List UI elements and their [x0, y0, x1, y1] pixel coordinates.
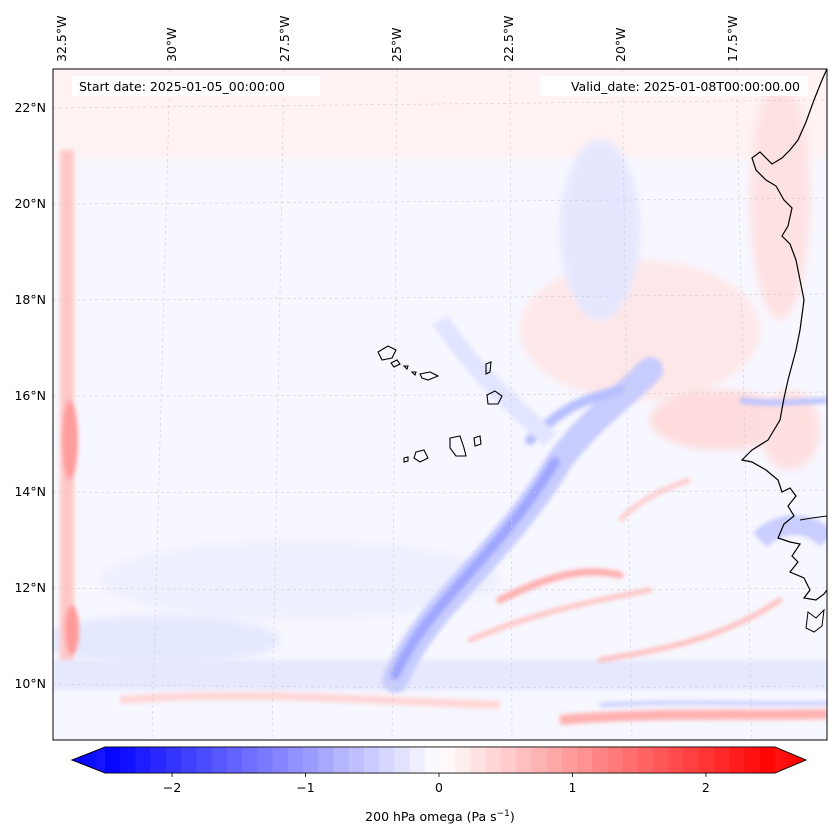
start-date-box — [72, 76, 320, 96]
lon-label: 25°W — [389, 27, 404, 62]
colorbar-band — [577, 747, 593, 773]
lon-label: 30°W — [164, 27, 179, 62]
lat-label: 20°N — [14, 196, 46, 211]
colorbar-band — [165, 747, 182, 773]
lon-label: 22.5°W — [501, 16, 516, 62]
colorbar-band — [607, 747, 624, 773]
colorbar-band — [683, 747, 700, 773]
colorbar-band — [409, 747, 426, 773]
lat-label: 18°N — [14, 292, 46, 307]
colorbar-band — [531, 747, 548, 773]
colorbar-band — [729, 747, 746, 773]
colorbar-band — [135, 747, 152, 773]
island-brava — [403, 456, 409, 463]
latitude-labels: 22°N 20°N 18°N 16°N 14°N 12°N 10°N — [14, 100, 46, 691]
colorbar-band — [561, 747, 578, 773]
colorbar-title: 200 hPa omega (Pa s−1) — [365, 809, 515, 824]
island-santa-luzia — [402, 365, 409, 371]
colorbar-band — [698, 747, 715, 773]
colorbar-band — [455, 747, 471, 773]
colorbar-band — [714, 747, 730, 773]
colorbar-bands — [105, 747, 776, 773]
island-boa-vista — [486, 390, 503, 405]
colorbar-tick-label: 2 — [702, 780, 710, 795]
colorbar-band — [242, 747, 258, 773]
colorbar-band — [759, 747, 776, 773]
island-santiago — [449, 435, 467, 457]
colorbar-band — [257, 747, 273, 773]
colorbar-band — [302, 747, 319, 773]
graticule — [53, 69, 827, 740]
start-date-text: Start date: 2025-01-05_00:00:00 — [79, 79, 285, 94]
valid-date-text: Valid_date: 2025-01-08T00:00:00.00 — [571, 79, 800, 94]
colorbar-band — [637, 747, 654, 773]
map-frame — [52, 68, 828, 741]
cape-verde-islands — [377, 345, 503, 463]
colorbar-tick-label: −1 — [296, 780, 314, 795]
lat-label: 12°N — [14, 580, 46, 595]
gambia-river — [799, 515, 828, 521]
valid-date-box — [540, 76, 808, 96]
island-sao-nicolau — [419, 371, 440, 381]
colorbar-band — [226, 747, 243, 773]
colorbar-band — [181, 747, 197, 773]
colorbar-band — [592, 747, 608, 773]
colorbar-band — [516, 747, 532, 773]
lon-label: 20°W — [613, 27, 628, 62]
lon-label: 27.5°W — [277, 16, 292, 62]
colorbar-band — [485, 747, 502, 773]
colorbar-band — [668, 747, 685, 773]
map-panel: Start date: 2025-01-05_00:00:00 Valid_da… — [52, 68, 828, 741]
colorbar-band — [211, 747, 228, 773]
colorbar-band — [363, 747, 380, 773]
colorbar-band — [287, 747, 304, 773]
island-islet — [410, 371, 417, 377]
colorbar-band — [470, 747, 487, 773]
colorbar-band — [424, 747, 441, 773]
lat-label: 22°N — [14, 100, 46, 115]
lat-label: 14°N — [14, 484, 46, 499]
colorbar-band — [546, 747, 563, 773]
longitude-labels: 32.5°W 30°W 27.5°W 25°W 22.5°W 20°W 17.5… — [54, 16, 740, 62]
colorbar-band — [150, 747, 167, 773]
colorbar-ticks: −2 −1 0 1 2 — [163, 773, 710, 795]
colorbar-band — [196, 747, 213, 773]
colorbar-band — [318, 747, 334, 773]
lon-label: 32.5°W — [54, 16, 69, 62]
island-sal — [485, 361, 492, 375]
colorbar-band — [440, 747, 456, 773]
colorbar-band — [622, 747, 639, 773]
colorbar-tick-label: −2 — [163, 780, 181, 795]
colorbar-band — [105, 747, 121, 773]
colorbar-band — [120, 747, 136, 773]
colorbar-band — [272, 747, 289, 773]
colorbar-tick-label: 1 — [568, 780, 576, 795]
colorbar-tick-label: 0 — [435, 780, 443, 795]
island-fogo — [413, 449, 429, 463]
coastline-west-africa — [740, 68, 828, 601]
colorbar-band — [348, 747, 365, 773]
colorbar-band — [333, 747, 350, 773]
lon-label: 17.5°W — [725, 16, 740, 62]
colorbar-band — [653, 747, 669, 773]
lat-label: 16°N — [14, 388, 46, 403]
lat-label: 10°N — [14, 676, 46, 691]
colorbar-band — [744, 747, 761, 773]
island-santo-antao — [377, 345, 397, 361]
colorbar-outline — [70, 746, 808, 774]
colorbar-band — [379, 747, 395, 773]
island-maio — [473, 435, 482, 447]
colorbar: −2 −1 0 1 2 200 hPa omega (Pa s−1) — [70, 746, 808, 824]
bijagos-islands — [805, 608, 825, 633]
colorbar-band — [394, 747, 411, 773]
island-sao-vicente — [390, 359, 401, 368]
colorbar-band — [500, 747, 517, 773]
